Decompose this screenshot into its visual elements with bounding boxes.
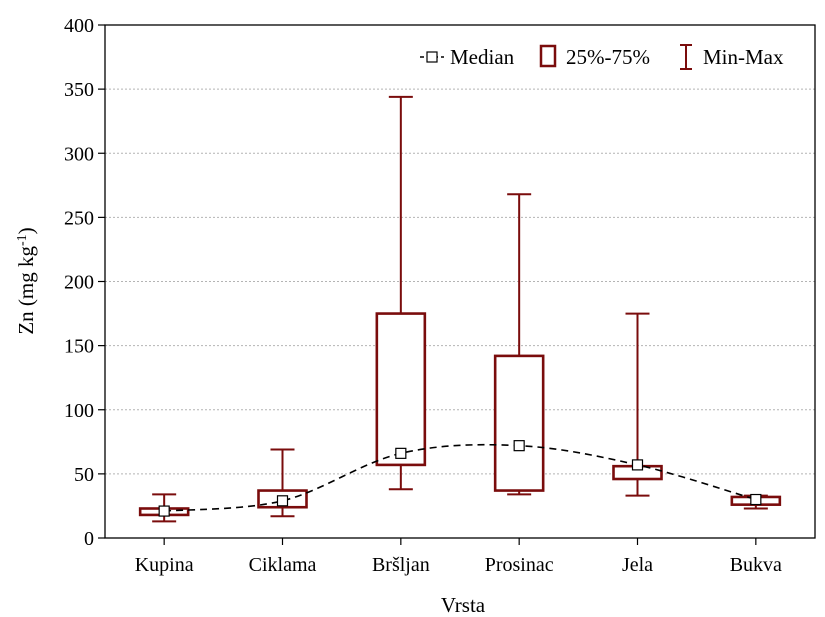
y-axis-label: Zn (mg kg-1) — [14, 227, 38, 334]
iqr-box — [375, 312, 427, 467]
y-tick-label: 150 — [64, 336, 94, 358]
median-trend-line — [164, 443, 757, 512]
median-marker — [276, 495, 289, 507]
median-marker — [513, 440, 525, 452]
x-tick-label: Jela — [622, 554, 653, 576]
y-tick-label: 100 — [64, 400, 94, 422]
box-prosinac — [493, 193, 545, 496]
legend-median-label: Median — [450, 45, 515, 69]
y-tick-label: 50 — [74, 464, 94, 486]
x-tick-label: Bukva — [730, 554, 782, 576]
median-marker — [631, 459, 644, 471]
y-tick-label: 400 — [64, 15, 94, 37]
y-axis: 0 50 100 150 200 250 300 350 400 — [64, 15, 105, 550]
y-tick-label: 300 — [64, 143, 94, 165]
y-tick-label: 350 — [64, 79, 94, 101]
median-marker — [750, 493, 762, 506]
legend-whisker-label: Min-Max — [703, 45, 784, 69]
y-axis-label-close: ) — [14, 227, 38, 234]
gridlines — [105, 88, 815, 475]
legend-box-label: 25%-75% — [566, 45, 650, 69]
y-axis-label-base: Zn (mg kg — [14, 246, 38, 335]
x-axis-label: Vrsta — [441, 593, 486, 617]
box-jela — [612, 312, 663, 497]
median-marker — [395, 447, 407, 459]
y-tick-label: 200 — [64, 272, 94, 294]
median-marker — [158, 505, 170, 517]
x-tick-label: Prosinac — [485, 554, 554, 576]
box-bršljan — [375, 95, 427, 491]
legend-box-swatch — [539, 44, 557, 68]
x-tick-label: Ciklama — [249, 554, 317, 576]
y-tick-label: 0 — [84, 528, 94, 550]
legend: Median 25%-75% Min-Max — [420, 44, 784, 70]
y-tick-label: 250 — [64, 207, 94, 229]
y-axis-label-sup: -1 — [15, 234, 30, 246]
median-markers — [158, 440, 762, 517]
plot-frame — [104, 24, 816, 539]
box-series — [138, 95, 782, 523]
iqr-box — [493, 354, 545, 492]
x-tick-label: Bršljan — [372, 554, 430, 576]
x-axis: Kupina Ciklama Bršljan Prosinac Jela Bukva — [135, 538, 782, 576]
x-tick-label: Kupina — [135, 554, 194, 576]
legend-median-marker — [426, 51, 438, 63]
